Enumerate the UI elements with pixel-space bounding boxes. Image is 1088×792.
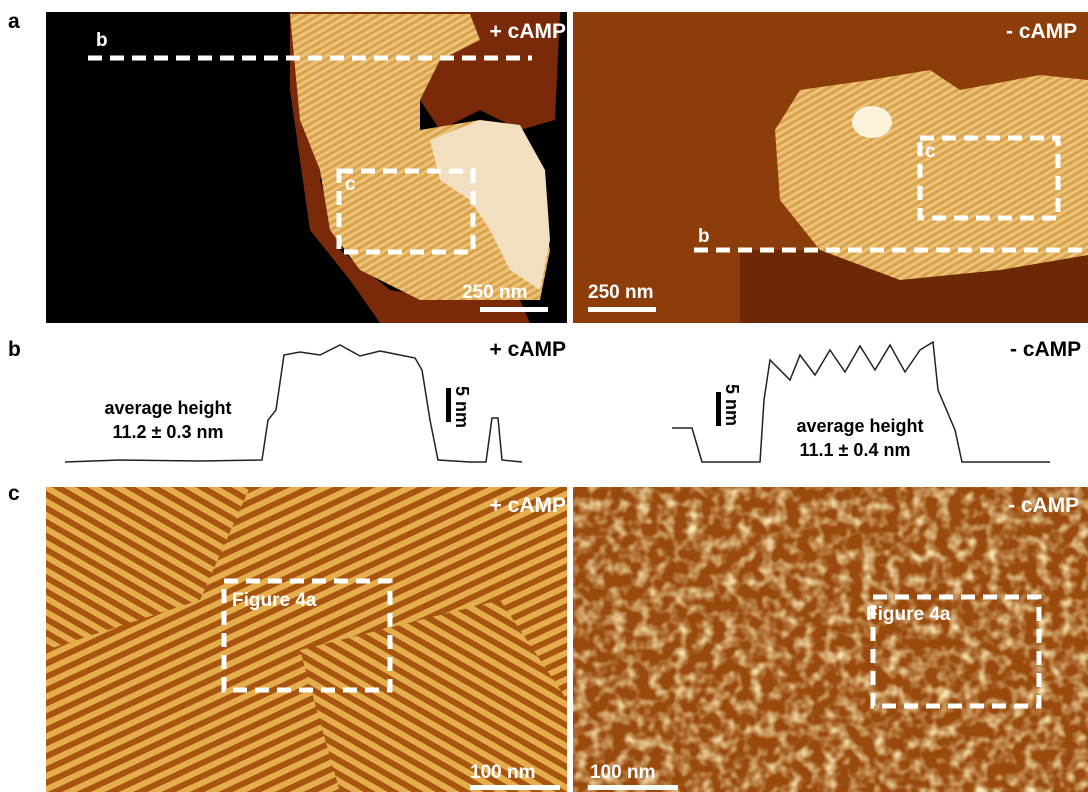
scale-bar-label: 5 nm <box>722 384 742 426</box>
panel-label: c <box>8 482 20 505</box>
panel-label: a <box>8 10 20 33</box>
height-label: average height <box>796 416 923 436</box>
scale-bar <box>446 388 451 422</box>
afm-image-a-right <box>573 12 1088 323</box>
afm-image-c-right <box>573 487 1088 792</box>
height-value: 11.2 ± 0.3 nm <box>113 422 224 442</box>
line-label: b <box>698 226 710 247</box>
scale-bar-label: 100 nm <box>470 762 535 783</box>
panel-label: b <box>8 338 21 361</box>
line-label: b <box>96 30 108 51</box>
scale-bar <box>588 785 678 790</box>
box-label: Figure 4a <box>232 590 317 611</box>
scale-bar <box>480 307 548 312</box>
condition-label: - cAMP <box>1010 338 1081 361</box>
figure: a b c + cAMP 250 nm b c - cAMP 250 nm b … <box>0 0 1088 792</box>
box-label: c <box>345 174 356 195</box>
condition-label: + cAMP <box>490 494 566 517</box>
condition-label: - cAMP <box>1006 20 1077 43</box>
scale-bar <box>716 392 721 426</box>
condition-label: + cAMP <box>490 20 566 43</box>
condition-label: + cAMP <box>490 338 566 361</box>
scale-bar-label: 250 nm <box>462 282 527 303</box>
scale-bar-label: 250 nm <box>588 282 653 303</box>
scale-bar <box>588 307 656 312</box>
height-label: average height <box>104 398 231 418</box>
condition-label: - cAMP <box>1008 494 1079 517</box>
box-label: Figure 4a <box>866 604 951 625</box>
scale-bar-label: 100 nm <box>590 762 655 783</box>
scale-bar-label: 5 nm <box>452 386 472 428</box>
scale-bar <box>470 785 560 790</box>
box-label: c <box>925 141 936 162</box>
afm-image-c-left <box>46 487 567 792</box>
height-value: 11.1 ± 0.4 nm <box>800 440 911 460</box>
